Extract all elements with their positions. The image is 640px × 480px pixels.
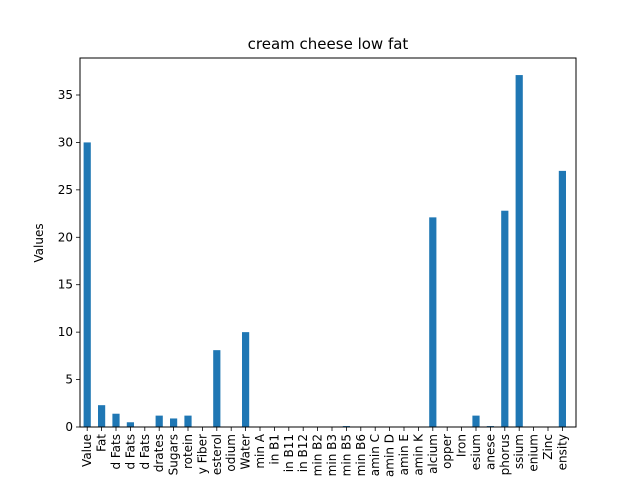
x-tick-label: Value xyxy=(80,434,94,467)
x-tick-label: amin E xyxy=(397,434,411,475)
y-tick-label: 5 xyxy=(65,373,73,387)
y-tick-label: 0 xyxy=(65,420,73,434)
x-tick-label: drates xyxy=(152,434,166,472)
x-tick-label: Sugars xyxy=(167,434,181,475)
x-tick-label: esium xyxy=(469,434,483,470)
x-tick-label: in B1 xyxy=(267,434,281,465)
plot-frame xyxy=(79,57,577,428)
bar xyxy=(501,210,509,427)
x-tick-label: min B2 xyxy=(311,434,325,476)
bar xyxy=(112,413,120,427)
bar xyxy=(184,415,192,427)
x-tick-label: Water xyxy=(239,434,253,470)
x-tick-label: amin C xyxy=(368,434,382,476)
y-tick-label: 25 xyxy=(58,183,73,197)
x-tick-label: Fat xyxy=(95,434,109,452)
y-axis-label: Values xyxy=(32,223,46,262)
y-tick-label: 15 xyxy=(58,278,73,292)
x-tick-label: d Fats xyxy=(123,434,137,470)
chart-title: cream cheese low fat xyxy=(248,35,409,53)
bar xyxy=(242,332,250,427)
x-tick-label: enium xyxy=(527,434,541,472)
x-tick-label: odium xyxy=(224,434,238,472)
bar xyxy=(126,422,134,427)
x-tick-label: in B12 xyxy=(296,434,310,472)
x-tick-label: min B5 xyxy=(339,434,353,476)
x-tick-label: amin D xyxy=(383,434,397,477)
bar xyxy=(213,350,221,427)
x-tick-label: rotein xyxy=(181,434,195,469)
bar xyxy=(472,415,480,427)
x-tick-label: ensity xyxy=(555,434,569,470)
x-tick-label: esterol xyxy=(210,434,224,475)
y-axis-ticks: 0 5 10 15 20 25 30 35 xyxy=(58,88,80,434)
x-tick-label: min A xyxy=(253,433,267,468)
x-tick-label: phorus xyxy=(498,434,512,475)
bar xyxy=(515,75,523,427)
x-tick-label: alcium xyxy=(426,434,440,474)
bar xyxy=(170,418,178,427)
x-axis-ticks: Value Fat d Fats d Fats d Fats drates Sugars ro… xyxy=(80,427,569,477)
bar xyxy=(429,217,437,427)
y-tick-label: 20 xyxy=(58,230,73,244)
y-tick-label: 30 xyxy=(58,135,73,149)
x-tick-label: amin K xyxy=(411,433,425,476)
y-tick-label: 35 xyxy=(58,88,73,102)
bar xyxy=(155,415,163,427)
x-tick-label: min B6 xyxy=(354,434,368,476)
x-tick-label: min B3 xyxy=(325,434,339,476)
x-tick-label: y Fiber xyxy=(195,434,209,474)
x-tick-label: d Fats xyxy=(109,434,123,470)
x-tick-label: in B11 xyxy=(282,434,296,472)
y-tick-label: 10 xyxy=(58,325,73,339)
bars-group xyxy=(83,75,566,428)
x-tick-label: anese xyxy=(483,434,497,470)
x-tick-label: opper xyxy=(440,434,454,469)
x-tick-label: Zinc xyxy=(541,434,555,460)
x-tick-label: Iron xyxy=(455,434,469,457)
bar xyxy=(83,142,91,428)
bar xyxy=(558,170,566,427)
x-tick-label: d Fats xyxy=(138,434,152,470)
bar xyxy=(98,405,106,427)
x-tick-label: ssium xyxy=(512,434,526,469)
